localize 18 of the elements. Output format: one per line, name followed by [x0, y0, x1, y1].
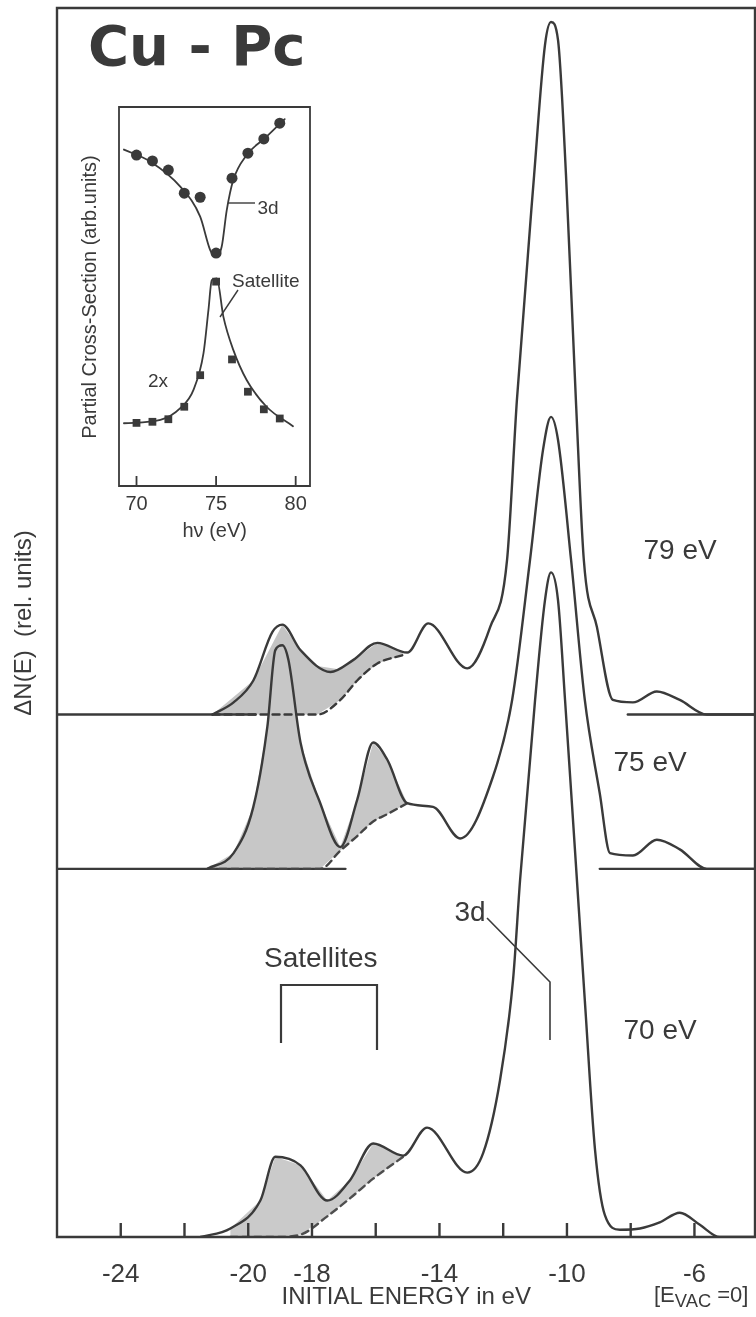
annotation: Satellites	[264, 942, 378, 973]
annotation: 75 eV	[613, 746, 687, 777]
chart-title: Cu - Pc	[88, 13, 306, 78]
x-tick-label: 70	[125, 491, 148, 514]
x-tick-label: 75	[204, 491, 228, 514]
annotation: 3d	[454, 896, 486, 927]
annotation: 70 eV	[623, 1014, 697, 1045]
y-axis-title: Partial Cross-Section (arb.units)	[77, 154, 100, 439]
x-tick-label: -10	[548, 1257, 586, 1288]
annotation: 3d	[257, 196, 279, 218]
x-tick-label: -24	[101, 1257, 140, 1288]
x-axis-title: hν (eV)	[182, 519, 247, 541]
x-tick-label: -20	[229, 1257, 268, 1288]
annotation: Satellite	[232, 269, 300, 291]
annotation: 79 eV	[643, 534, 717, 565]
annotation: 2x	[148, 369, 169, 391]
y-axis-title: ΔN(E) (rel. units)	[8, 529, 36, 716]
x-tick-label: 80	[284, 491, 307, 514]
